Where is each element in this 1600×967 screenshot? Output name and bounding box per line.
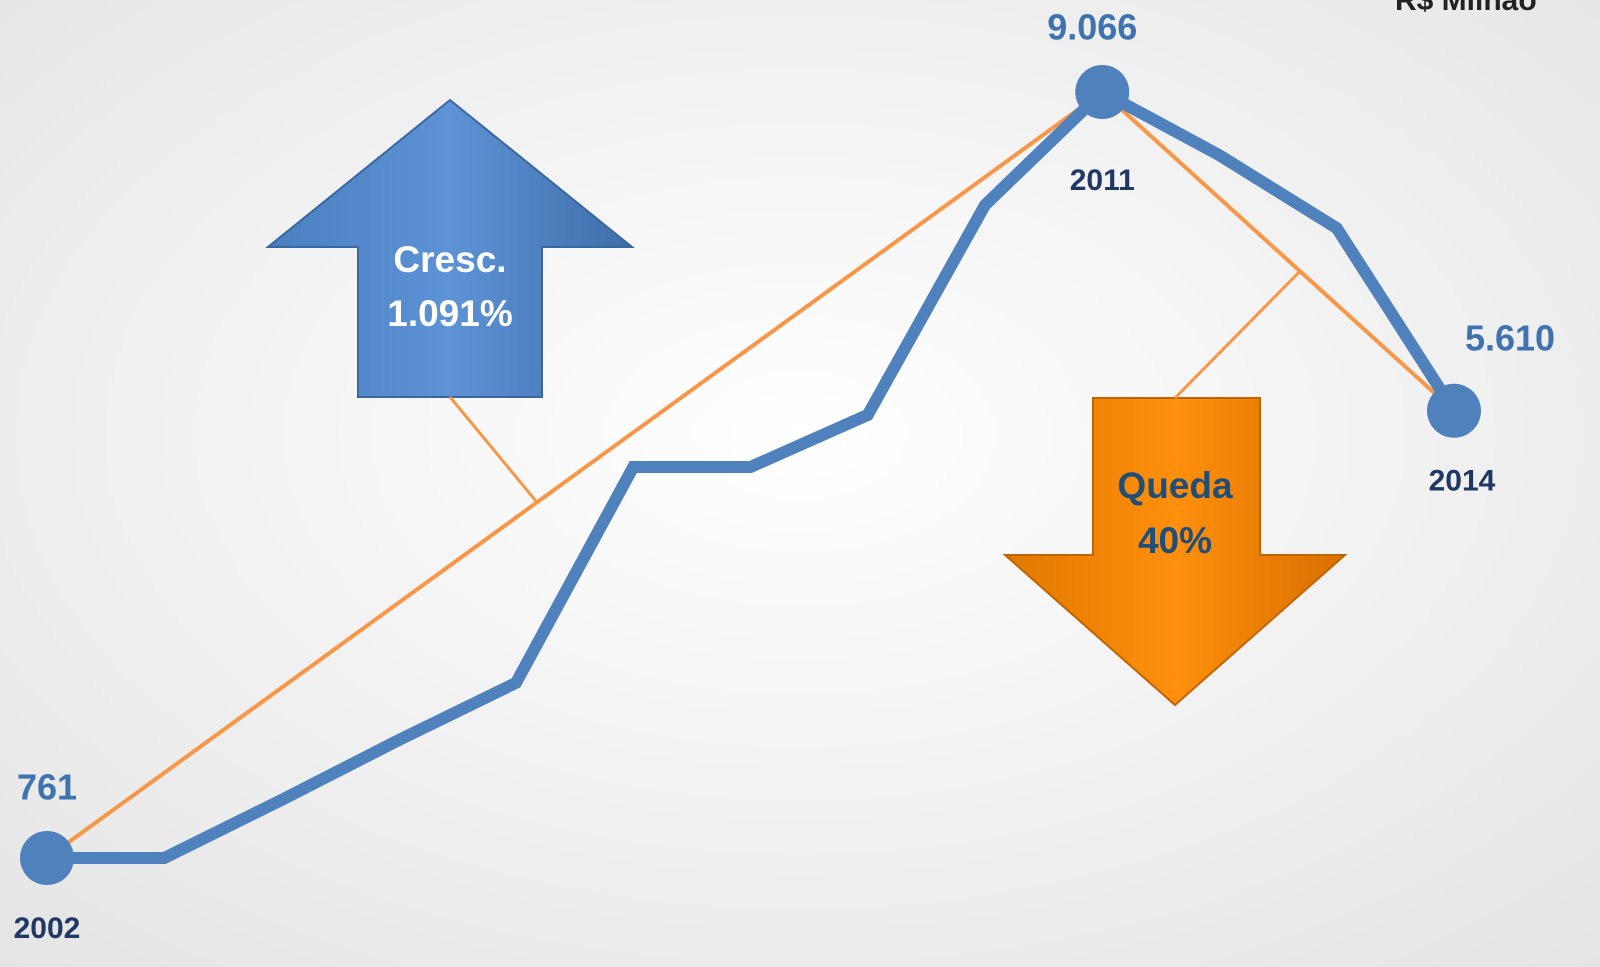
annotation-text: 40% [1138, 520, 1212, 561]
leader-line [448, 396, 539, 504]
unit-label: R$ Milhão [1395, 0, 1537, 17]
trend-line [45, 90, 1104, 860]
annotation-text: 1.091% [387, 293, 513, 334]
value-label: 5.610 [1465, 317, 1555, 358]
value-label: 761 [17, 767, 77, 808]
data-point [1075, 65, 1130, 119]
annotation-text: Cresc. [393, 239, 506, 280]
value-label: 9.066 [1047, 7, 1137, 48]
annotation-text: Queda [1117, 465, 1233, 506]
year-label: 2014 [1429, 465, 1496, 498]
year-label: 2002 [14, 912, 81, 945]
leader-line [1173, 270, 1302, 400]
data-point [1427, 383, 1481, 438]
down-arrow [1002, 397, 1348, 707]
trend-line [1100, 90, 1456, 413]
year-label: 2011 [1070, 164, 1135, 197]
data-point [20, 831, 74, 885]
data-line [47, 84, 1460, 864]
